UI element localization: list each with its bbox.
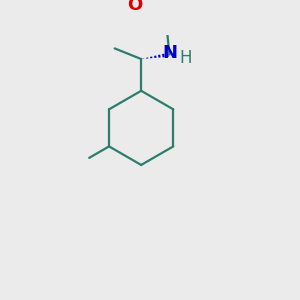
Text: N: N — [163, 44, 178, 62]
Text: O: O — [127, 0, 142, 14]
Text: H: H — [179, 49, 192, 67]
